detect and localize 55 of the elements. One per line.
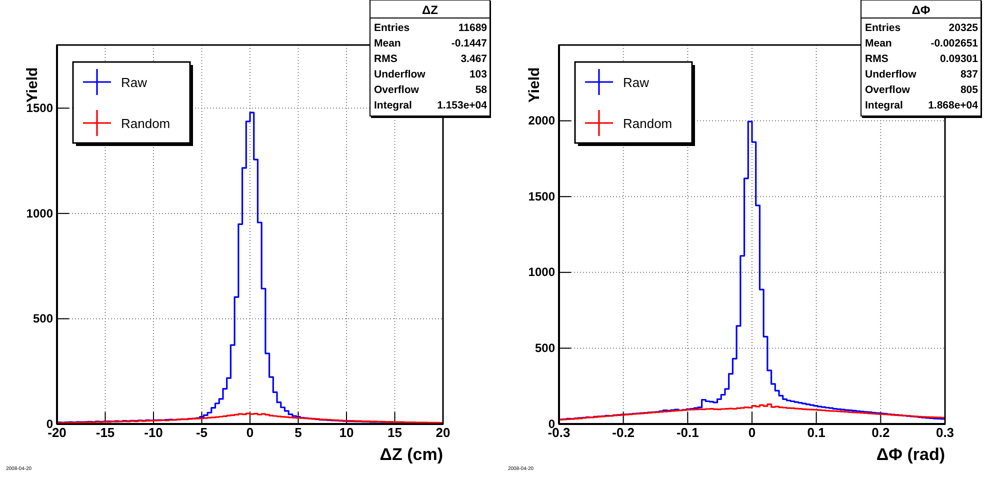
x-tick-label: -0.2 [612,425,635,440]
x-tick-label: 0 [246,425,254,440]
y-tick-label: 2000 [528,114,556,128]
x-tick-label: -5 [196,425,208,440]
x-tick-label: 5 [294,425,302,440]
x-tick-label: 0.2 [872,425,890,440]
annotation: -0.002651 [930,38,978,50]
x-axis-title: ΔΦ (rad) [876,445,945,464]
x-tick-label: 0.1 [807,425,826,440]
annotation: Mean [865,38,892,50]
text: -0.1447 [451,38,488,50]
y-tick-label: 1000 [528,265,556,280]
text: 837 [960,68,978,80]
x-tick-label: 0.3 [936,425,954,440]
legend-label: Random [623,116,672,131]
text: Entries [374,22,410,34]
x-tick-label: 15 [388,425,402,440]
chart-title: ΔZ [422,3,438,17]
annotation: Integral [374,100,412,112]
y-axis-title: Yield [24,67,41,103]
x-axis-title: ΔZ (cm) [380,445,443,464]
annotation: Underflow [865,68,918,80]
text: 20325 [948,22,978,34]
text: 103 [469,68,488,80]
annotation: Mean [374,38,401,50]
y-tick-label: 1000 [26,206,54,220]
y-axis-title: Yield [526,67,543,103]
chart-title: ΔΦ [912,3,930,17]
y-tick-label: 500 [534,341,556,356]
text: 3.467 [460,53,488,65]
x-tick-label: -0.1 [676,425,699,440]
x-tick-label: 0 [748,425,756,440]
annotation: Underflow [374,68,426,80]
x-tick-label: -10 [144,425,163,440]
annotation: RMS [374,53,398,65]
y-tick-label: 1500 [26,101,54,116]
legend-label: Random [121,116,170,131]
annotation: Overflow [865,84,911,96]
annotation: 0.09301 [940,53,978,65]
legend-label: Raw [121,75,148,90]
x-tick-label: 10 [339,425,354,440]
text: Entries [865,22,901,34]
text: 11689 [458,22,488,34]
annotation: RMS [865,53,888,65]
text: 58 [475,84,488,96]
legend-label: Raw [623,75,650,90]
y-tick-label: 1500 [528,189,556,204]
annotation: 1.868e+04 [928,100,978,112]
x-tick-label: -15 [96,425,115,440]
text: 805 [960,84,978,96]
annotation: 1.153e+04 [437,100,488,112]
x-tick-label: 20 [436,425,450,440]
y-tick-label: 500 [32,312,54,326]
annotation: Overflow [374,84,420,96]
annotation: Integral [865,100,904,112]
